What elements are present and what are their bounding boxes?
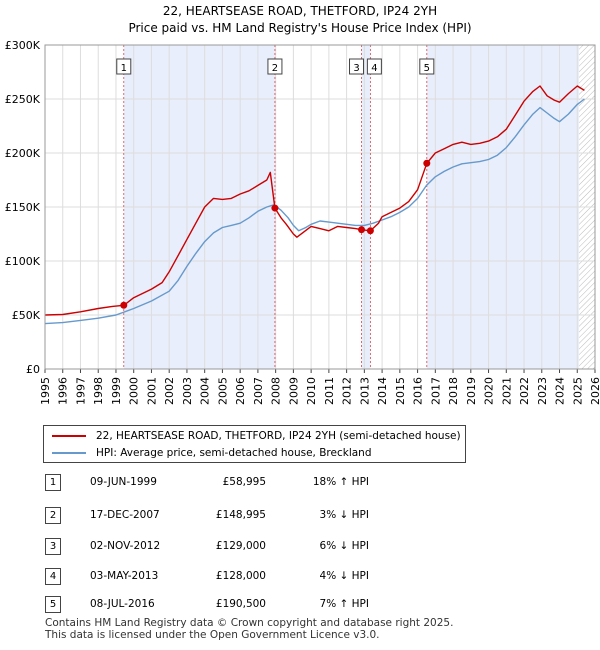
price-chart: £0 £50K £100K £150K £200K £250K £300K 1995 1996 1… <box>5 39 600 405</box>
sale-price: £148,995 <box>215 509 266 521</box>
y-tick-label: £100K <box>5 255 41 268</box>
y-tick-label: £50K <box>12 309 41 322</box>
sale-hpi-diff: 18% ↑ HPI <box>312 476 369 488</box>
x-tick-label: 2010 <box>305 377 318 405</box>
legend-swatch-hpi <box>52 452 86 454</box>
x-tick-label: 2023 <box>536 377 549 405</box>
x-tick-label: 2020 <box>483 377 496 405</box>
x-tick-label: 2014 <box>376 377 389 405</box>
plot-frame <box>44 44 596 370</box>
legend-label-property: 22, HEARTSEASE ROAD, THETFORD, IP24 2YH … <box>96 430 461 442</box>
chart-title: 22, HEARTSEASE ROAD, THETFORD, IP24 2YH <box>162 4 438 18</box>
x-tick-label: 2013 <box>358 377 371 405</box>
sale-number-box <box>267 58 283 75</box>
x-tick-label: 1996 <box>57 377 70 405</box>
x-tick-label: 2012 <box>341 377 354 405</box>
sale-hpi-diff: 4% ↓ HPI <box>319 570 369 582</box>
x-tick-label: 2021 <box>500 377 513 405</box>
sale-date: 02-NOV-2012 <box>90 540 161 552</box>
sale-number-box <box>116 58 132 75</box>
sale-number-label: 3 <box>353 63 359 74</box>
sale-number-label: 5 <box>424 63 430 74</box>
sale-number-box <box>366 58 382 75</box>
x-tick-label: 2003 <box>181 377 194 405</box>
legend-label-hpi: HPI: Average price, semi-detached house,… <box>96 447 372 459</box>
x-tick-label: 2009 <box>287 377 300 405</box>
y-tick-label: £250K <box>5 93 41 106</box>
x-tick-label: 2001 <box>145 377 158 405</box>
x-tick-label: 2006 <box>234 377 247 405</box>
x-tick-label: 1999 <box>110 377 123 405</box>
property-series-line <box>44 85 585 316</box>
sale-point <box>120 301 128 309</box>
sale-number-label: 2 <box>272 63 278 74</box>
footer-copyright: Contains HM Land Registry data © Crown c… <box>45 617 453 641</box>
x-tick-label: 2017 <box>429 377 442 405</box>
sale-price: £128,000 <box>215 570 266 582</box>
y-tick-label: £0 <box>26 363 40 376</box>
sale-point <box>271 204 279 212</box>
sale-number-label: 1 <box>121 63 127 74</box>
x-tick-label: 2019 <box>465 377 478 405</box>
y-tick-label: £200K <box>5 147 41 160</box>
legend-swatch-property <box>52 435 86 437</box>
sale-number-badge: 3 <box>45 538 61 555</box>
sale-number-badge: 1 <box>45 474 61 491</box>
sale-row: 1 09-JUN-1999 £58,995 18% ↑ HPI <box>0 472 600 492</box>
sale-point <box>358 226 366 234</box>
x-tick-label: 2011 <box>323 377 336 405</box>
x-tick-label: 2026 <box>589 377 600 405</box>
x-tick-label: 2000 <box>128 377 141 405</box>
sale-row: 4 03-MAY-2013 £128,000 4% ↓ HPI <box>0 566 600 586</box>
x-tick-label: 2004 <box>199 377 212 405</box>
x-tick-label: 2007 <box>252 377 265 405</box>
sale-number-box <box>349 58 365 75</box>
x-tick-label: 2015 <box>394 377 407 405</box>
sale-number-badge: 5 <box>45 596 61 613</box>
sale-date: 08-JUL-2016 <box>90 598 155 610</box>
footer-line: This data is licensed under the Open Gov… <box>45 629 380 641</box>
sale-row: 2 17-DEC-2007 £148,995 3% ↓ HPI <box>0 505 600 525</box>
sale-date: 09-JUN-1999 <box>90 476 157 488</box>
sale-number-label: 4 <box>371 63 377 74</box>
x-tick-label: 1998 <box>92 377 105 405</box>
chart-subtitle: Price paid vs. HM Land Registry's House … <box>128 21 472 35</box>
sale-price: £129,000 <box>215 540 266 552</box>
x-tick-label: 2002 <box>163 377 176 405</box>
sale-number-box <box>419 58 435 75</box>
sale-price: £190,500 <box>215 598 266 610</box>
sale-row: 5 08-JUL-2016 £190,500 7% ↑ HPI <box>0 594 600 614</box>
x-tick-label: 2008 <box>270 377 283 405</box>
footer-line: Contains HM Land Registry data © Crown c… <box>45 617 454 629</box>
sale-hpi-diff: 7% ↑ HPI <box>319 598 369 610</box>
hpi-series-line <box>44 98 585 325</box>
x-tick-label: 2024 <box>554 377 567 405</box>
x-tick-label: 1995 <box>39 377 52 405</box>
y-tick-label: £300K <box>5 39 41 52</box>
x-tick-label: 2018 <box>447 377 460 405</box>
sale-price: £58,995 <box>222 476 266 488</box>
sale-hpi-diff: 3% ↓ HPI <box>319 509 369 521</box>
x-tick-label: 2022 <box>518 377 531 405</box>
sale-point <box>423 159 431 167</box>
sale-number-badge: 2 <box>45 507 61 524</box>
y-tick-label: £150K <box>5 201 41 214</box>
sale-point <box>366 227 374 235</box>
x-tick-label: 2005 <box>216 377 229 405</box>
sale-number-badge: 4 <box>45 568 61 585</box>
x-tick-label: 1997 <box>74 377 87 405</box>
sale-date: 17-DEC-2007 <box>90 509 160 521</box>
chart-legend: 22, HEARTSEASE ROAD, THETFORD, IP24 2YH … <box>43 425 466 463</box>
sale-date: 03-MAY-2013 <box>90 570 159 582</box>
x-tick-label: 2016 <box>412 377 425 405</box>
sale-row: 3 02-NOV-2012 £129,000 6% ↓ HPI <box>0 536 600 556</box>
sale-hpi-diff: 6% ↓ HPI <box>319 540 369 552</box>
x-tick-label: 2025 <box>571 377 584 405</box>
